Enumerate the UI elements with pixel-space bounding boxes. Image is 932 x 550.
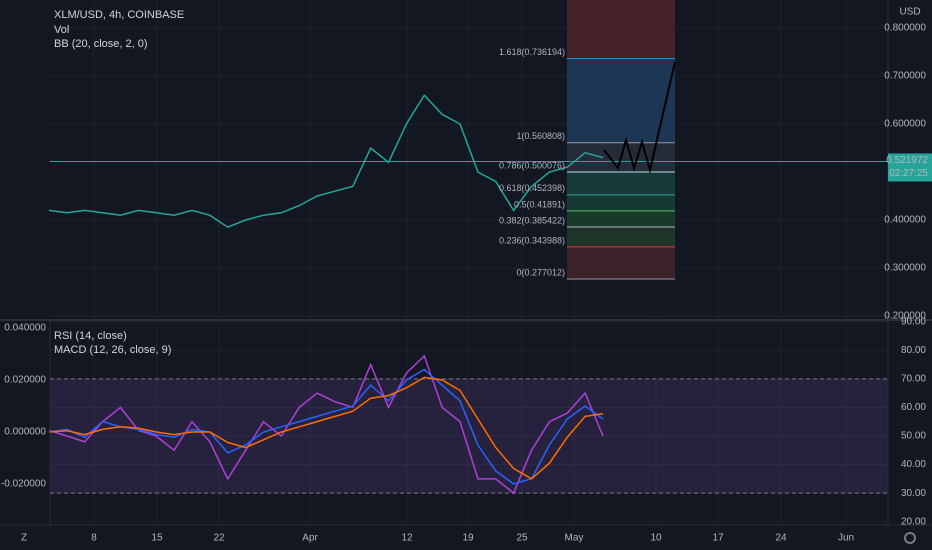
x-tick-label: Apr xyxy=(302,533,318,544)
fib-zone xyxy=(567,0,675,59)
y-tick-label: -0.020000 xyxy=(1,479,46,490)
y-tick-label: 0.000000 xyxy=(4,427,46,438)
series-line xyxy=(48,354,604,495)
fib-label: 0.5(0.41891) xyxy=(514,199,565,209)
y-tick-label: 80.00 xyxy=(901,345,926,356)
x-tick-label: 19 xyxy=(462,533,474,544)
x-tick-label: 12 xyxy=(401,533,413,544)
fib-label: 1(0.560808) xyxy=(516,131,565,141)
symbol-title: XLM/USD, 4h, COINBASE xyxy=(54,9,184,21)
y-tick-label: 70.00 xyxy=(901,373,926,384)
last-price-label: 0.521972 xyxy=(886,155,928,166)
y-tick-label: 20.00 xyxy=(901,516,926,527)
y-tick-label: 0.600000 xyxy=(884,119,926,130)
fib-label: 0.382(0.385422) xyxy=(499,215,565,225)
y-tick-label: 0.700000 xyxy=(884,71,926,82)
x-tick-label: 15 xyxy=(151,533,163,544)
zoom-icon[interactable]: Z xyxy=(21,533,27,544)
axis-unit: USD xyxy=(899,7,920,18)
countdown-label: 02:27:25 xyxy=(889,168,928,179)
fib-zone xyxy=(567,58,675,143)
fib-zone xyxy=(567,246,675,280)
y-tick-label: 0.200000 xyxy=(884,311,926,322)
y-tick-label: 0.020000 xyxy=(4,375,46,386)
indicator-label: Vol xyxy=(54,24,69,36)
y-tick-label: 0.400000 xyxy=(884,215,926,226)
fib-zone xyxy=(567,227,675,247)
x-tick-label: 22 xyxy=(213,533,225,544)
indicator-label: RSI (14, close) xyxy=(54,330,127,342)
x-tick-label: 24 xyxy=(775,533,787,544)
projection-drawing xyxy=(603,61,676,174)
last-price-box xyxy=(888,153,932,182)
rsi-band xyxy=(50,378,888,494)
fib-label: 1.618(0.736194) xyxy=(499,47,565,57)
y-tick-label: 90.00 xyxy=(901,316,926,327)
x-tick-label: 10 xyxy=(650,533,662,544)
series-line xyxy=(48,368,604,485)
y-tick-label: 30.00 xyxy=(901,488,926,499)
settings-icon[interactable] xyxy=(904,532,916,544)
fib-label: 0.786(0.500076) xyxy=(499,160,565,170)
x-tick-label: May xyxy=(565,533,584,544)
x-tick-label: 17 xyxy=(712,533,724,544)
y-tick-label: 60.00 xyxy=(901,402,926,413)
y-tick-label: 0.040000 xyxy=(4,323,46,334)
x-tick-label: Jun xyxy=(838,533,854,544)
y-tick-label: 50.00 xyxy=(901,431,926,442)
fib-zone xyxy=(567,194,675,211)
x-tick-label: 25 xyxy=(516,533,528,544)
series-line xyxy=(48,376,604,480)
fib-label: 0.618(0.452398) xyxy=(499,183,565,193)
fib-zone xyxy=(567,171,675,195)
indicator-label: MACD (12, 26, close, 9) xyxy=(54,344,171,356)
fib-zone xyxy=(567,210,675,228)
x-tick-label: 8 xyxy=(91,533,97,544)
fib-label: 0(0.277012) xyxy=(516,267,565,277)
y-tick-label: 0.300000 xyxy=(884,263,926,274)
indicator-label: BB (20, close, 2, 0) xyxy=(54,38,148,50)
series-line xyxy=(48,93,604,229)
y-tick-label: 0.800000 xyxy=(884,23,926,34)
fib-label: 0.236(0.343988) xyxy=(499,235,565,245)
y-tick-label: 40.00 xyxy=(901,459,926,470)
